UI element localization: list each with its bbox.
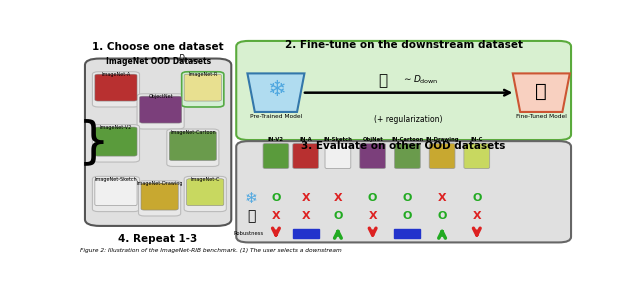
FancyBboxPatch shape xyxy=(236,141,571,243)
FancyBboxPatch shape xyxy=(140,96,182,123)
Text: X: X xyxy=(369,211,377,221)
Text: ImageNet OOD Datasets: ImageNet OOD Datasets xyxy=(106,57,211,66)
FancyBboxPatch shape xyxy=(236,41,571,140)
Text: ❄: ❄ xyxy=(267,80,285,100)
Text: IN-A: IN-A xyxy=(300,137,312,142)
FancyBboxPatch shape xyxy=(184,74,221,101)
FancyBboxPatch shape xyxy=(138,181,180,216)
Text: 🍌: 🍌 xyxy=(378,73,387,88)
FancyBboxPatch shape xyxy=(169,132,216,160)
Text: Robustness: Robustness xyxy=(234,231,264,236)
FancyBboxPatch shape xyxy=(187,179,224,206)
Text: Figure 2: Illustration of the ImageNet-RIB benchmark. (1) The user selects a dow: Figure 2: Illustration of the ImageNet-R… xyxy=(80,248,342,253)
Text: O: O xyxy=(368,193,378,203)
FancyBboxPatch shape xyxy=(92,176,140,212)
Text: 1. Choose one dataset: 1. Choose one dataset xyxy=(92,42,224,52)
Text: O: O xyxy=(403,193,412,203)
Text: O: O xyxy=(333,211,342,221)
FancyBboxPatch shape xyxy=(137,94,184,129)
FancyBboxPatch shape xyxy=(394,143,420,169)
Text: O: O xyxy=(472,193,481,203)
FancyBboxPatch shape xyxy=(325,143,351,169)
Text: ImageNet-Cartoon: ImageNet-Cartoon xyxy=(170,130,216,135)
Text: X: X xyxy=(333,193,342,203)
Text: Fine-Tuned Model: Fine-Tuned Model xyxy=(516,114,566,119)
FancyBboxPatch shape xyxy=(85,59,231,226)
Text: 3. Evaluate on other OOD datasets: 3. Evaluate on other OOD datasets xyxy=(301,141,506,151)
FancyBboxPatch shape xyxy=(292,143,319,169)
Text: X: X xyxy=(271,211,280,221)
Text: IN-Sketch: IN-Sketch xyxy=(323,137,353,142)
FancyBboxPatch shape xyxy=(167,129,219,166)
Text: X: X xyxy=(438,193,446,203)
Text: $\sim \mathit{D}_{\mathrm{down}}$: $\sim \mathit{D}_{\mathrm{down}}$ xyxy=(403,73,439,86)
FancyBboxPatch shape xyxy=(360,143,385,169)
Text: 🔥: 🔥 xyxy=(247,209,255,223)
FancyBboxPatch shape xyxy=(464,143,490,169)
FancyBboxPatch shape xyxy=(95,179,137,206)
FancyBboxPatch shape xyxy=(92,72,140,107)
Text: IN-Drawing: IN-Drawing xyxy=(426,137,459,142)
Text: O: O xyxy=(403,211,412,221)
FancyBboxPatch shape xyxy=(263,143,289,169)
Text: ObjectNet: ObjectNet xyxy=(148,94,173,100)
Text: ImageNet-Sketch: ImageNet-Sketch xyxy=(95,177,137,182)
Text: ❄: ❄ xyxy=(244,191,257,206)
Bar xyxy=(292,229,319,238)
Text: IN-Cartoon: IN-Cartoon xyxy=(391,137,424,142)
Text: X: X xyxy=(301,193,310,203)
Polygon shape xyxy=(248,74,305,112)
FancyBboxPatch shape xyxy=(182,72,224,107)
Text: 2. Fine-tune on the downstream dataset: 2. Fine-tune on the downstream dataset xyxy=(285,40,523,50)
FancyBboxPatch shape xyxy=(95,74,137,101)
Text: }: } xyxy=(77,118,109,166)
Text: X: X xyxy=(301,211,310,221)
Text: Pre-Trained Model: Pre-Trained Model xyxy=(250,114,302,119)
Text: O: O xyxy=(437,211,447,221)
Text: IN-C: IN-C xyxy=(470,137,483,142)
FancyBboxPatch shape xyxy=(141,183,178,210)
Text: $\mathit{D}_{\mathrm{down}}$: $\mathit{D}_{\mathrm{down}}$ xyxy=(178,53,200,65)
Text: X: X xyxy=(472,211,481,221)
FancyBboxPatch shape xyxy=(92,125,140,162)
Text: ImageNet-Drawing: ImageNet-Drawing xyxy=(136,181,183,186)
Text: O: O xyxy=(271,193,280,203)
Text: 🔥: 🔥 xyxy=(536,82,547,101)
Bar xyxy=(394,229,420,238)
FancyBboxPatch shape xyxy=(429,143,455,169)
Text: ImageNet-R: ImageNet-R xyxy=(188,72,218,78)
Text: ObjNet: ObjNet xyxy=(362,137,383,142)
FancyBboxPatch shape xyxy=(95,127,137,156)
Polygon shape xyxy=(513,74,570,112)
Text: (+ regularization): (+ regularization) xyxy=(374,115,443,124)
Text: ImageNet-C: ImageNet-C xyxy=(191,177,220,182)
Text: IN-V2: IN-V2 xyxy=(268,137,284,142)
Text: ImageNet-V2: ImageNet-V2 xyxy=(100,125,132,130)
Text: ImageNet-A: ImageNet-A xyxy=(101,72,131,78)
FancyBboxPatch shape xyxy=(184,176,227,212)
Text: 4. Repeat 1-3: 4. Repeat 1-3 xyxy=(118,234,198,244)
